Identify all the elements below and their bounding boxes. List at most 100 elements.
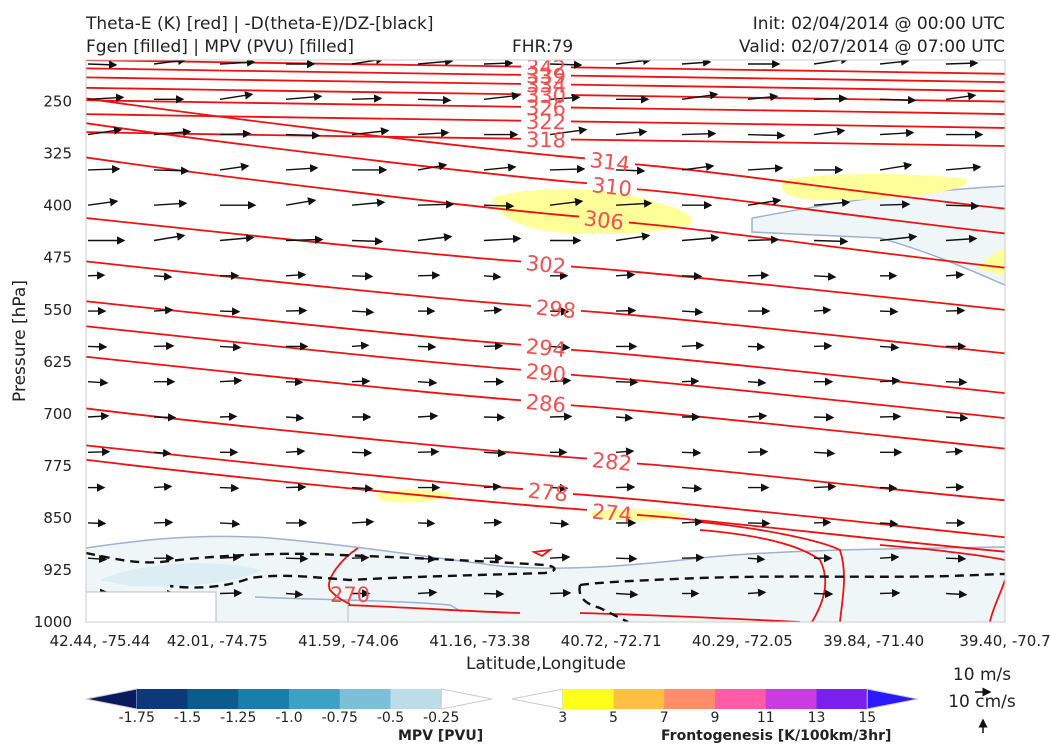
wind-vector — [681, 484, 703, 493]
wind-vector — [87, 197, 119, 207]
theta-e-contour-label: 302 — [525, 251, 567, 279]
theta-e-contour — [86, 67, 1005, 84]
wind-vector — [681, 517, 704, 527]
wind-vector — [153, 518, 174, 527]
wind-vector — [747, 131, 786, 140]
forecast-hour: FHR:79 — [512, 37, 574, 57]
colorbar-segment — [613, 689, 665, 709]
wind-vector — [813, 198, 851, 207]
wind-vector — [945, 234, 978, 244]
theta-e-contour — [86, 300, 1005, 395]
wind-vector — [879, 553, 900, 562]
theta-e-contour-label: 339 — [526, 64, 566, 89]
theta-e-contour-label: 310 — [591, 173, 634, 202]
wind-vector — [945, 554, 967, 563]
wind-vector — [747, 588, 767, 597]
x-tick-label: 39.40, -70.7 — [959, 632, 1050, 650]
theta-e-contour — [86, 131, 1005, 147]
wind-vector — [417, 447, 440, 457]
theta-e-contour-label: 318 — [526, 128, 566, 153]
wind-vector — [945, 413, 969, 422]
wind-vector — [813, 482, 837, 491]
theta-e-contour — [86, 156, 1005, 269]
wind-vector — [813, 413, 835, 422]
wind-vector — [879, 233, 918, 242]
theta-e-contour-label: 306 — [583, 206, 626, 235]
theta-e-contour — [86, 113, 1005, 129]
wind-vector — [879, 342, 900, 352]
y-axis-label: Pressure [hPa] — [10, 280, 30, 402]
wind-vector — [615, 199, 653, 208]
wind-vector — [483, 306, 503, 315]
wind-vector — [285, 235, 324, 244]
wind-vector — [681, 341, 705, 350]
wind-vector — [549, 342, 571, 352]
wind-vector — [219, 233, 255, 243]
wind-vector — [87, 519, 107, 528]
x-tick-label: 42.44, -75.44 — [50, 632, 151, 650]
wind-vector — [681, 377, 700, 386]
wind-vector — [285, 197, 317, 206]
wind-vector — [285, 483, 307, 492]
wind-vector — [219, 376, 243, 386]
y-tick-label: 1000 — [34, 613, 72, 631]
wind-vector — [945, 447, 964, 456]
wind-vector — [483, 518, 503, 527]
theta-e-contour — [86, 99, 1005, 115]
x-tick-label: 39.84, -71.40 — [823, 632, 924, 650]
wind-vector — [87, 447, 111, 457]
reference-vector-w-label: 10 cm/s — [948, 692, 1016, 712]
colorbar-segment — [816, 689, 868, 709]
wind-vector — [615, 306, 637, 315]
wind-vector — [813, 94, 848, 103]
wind-vector — [879, 60, 910, 66]
wind-vector — [549, 376, 572, 386]
wind-vector — [945, 92, 977, 101]
colorbar-segment — [136, 689, 188, 709]
colorbar-tick-label: -0.25 — [423, 710, 459, 726]
mpv-fill-low — [86, 536, 1005, 622]
valid-time: Valid: 02/07/2014 @ 07:00 UTC — [739, 37, 1005, 57]
title-line-1: Theta-E (K) [red] | -D(theta-E)/DZ-[blac… — [86, 14, 434, 34]
wind-vector — [879, 161, 913, 171]
wind-vector — [483, 60, 514, 68]
mpv-outline-low — [86, 535, 1005, 569]
x-tick-label: 42.01, -74.75 — [167, 632, 268, 650]
colorbar-tick-label: 5 — [609, 710, 618, 726]
wind-vector — [549, 164, 586, 174]
wind-vector — [681, 129, 717, 139]
wind-vector — [285, 377, 304, 387]
wind-vector — [945, 306, 966, 315]
wind-vector — [285, 413, 305, 422]
theta-e-contour-label: 334 — [526, 73, 566, 98]
colorbar-segment — [866, 688, 919, 710]
wind-vector — [417, 271, 441, 280]
wind-vector — [153, 341, 175, 351]
wind-vector — [285, 447, 306, 456]
wind-vector — [87, 164, 121, 174]
wind-vector — [549, 197, 584, 207]
wind-vector — [219, 588, 243, 598]
wind-vector — [813, 237, 849, 246]
wind-vector — [615, 377, 639, 387]
wind-vector — [549, 307, 570, 316]
y-tick-label: 775 — [43, 457, 72, 475]
wind-vector — [813, 306, 832, 315]
wind-vector — [153, 272, 173, 281]
colorbar-tick-label: 11 — [757, 710, 775, 726]
wind-vector — [879, 307, 899, 316]
wind-vector — [87, 412, 110, 421]
y-tick-label: 550 — [43, 301, 72, 319]
init-time: Init: 02/04/2014 @ 00:00 UTC — [752, 14, 1005, 34]
wind-vector — [219, 60, 256, 67]
mpv-outline-inner — [254, 596, 463, 613]
colorbar-tick-label: 7 — [660, 710, 669, 726]
wind-vector — [87, 342, 108, 351]
x-tick-label: 41.16, -73.38 — [429, 632, 530, 650]
wind-vector — [87, 126, 123, 136]
wind-vector — [747, 412, 768, 421]
theta-e-contour — [86, 458, 1005, 553]
wind-vector — [879, 376, 901, 386]
wind-vector — [417, 233, 453, 242]
wind-vector — [483, 482, 502, 492]
